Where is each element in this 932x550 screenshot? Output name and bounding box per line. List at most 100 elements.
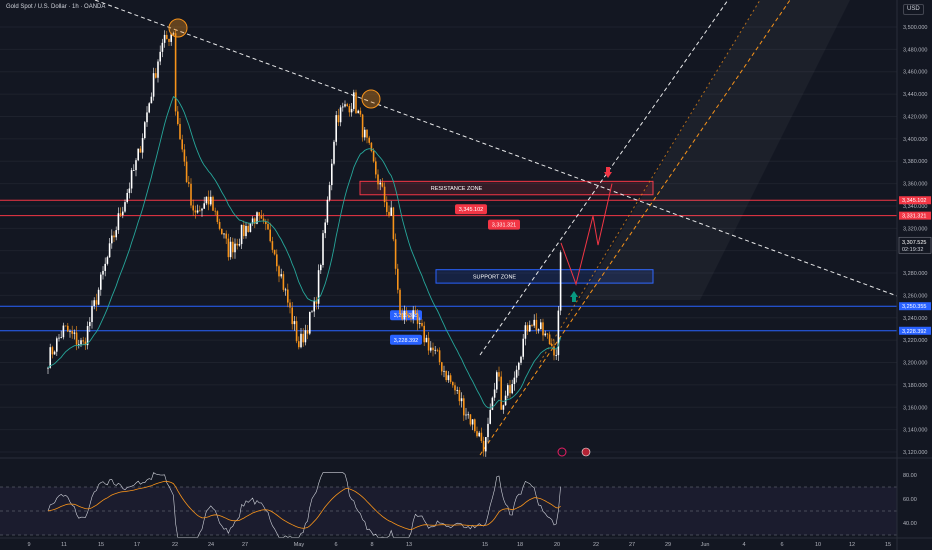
- zones: RESISTANCE ZONE SUPPORT ZONE: [359, 180, 654, 284]
- candle-body: [551, 343, 553, 347]
- candle-body: [410, 317, 412, 319]
- candle-body: [421, 323, 423, 326]
- horizontal-lines: 3,345.102 3,331.321 3,250.355 3,228.392: [0, 199, 897, 345]
- candle-body: [487, 423, 489, 438]
- arrow-down-stem: [606, 167, 610, 172]
- zone-box: [359, 180, 654, 196]
- candle-body: [388, 211, 390, 216]
- y-tick-label: 3,400.000: [903, 137, 927, 143]
- candle-body: [458, 389, 461, 402]
- candle-body: [199, 210, 201, 212]
- candle-body: [119, 213, 122, 216]
- candle-body: [190, 183, 192, 206]
- x-tick-label: 27: [629, 542, 635, 548]
- candle-body: [390, 207, 392, 216]
- candle-body: [548, 334, 551, 344]
- candle-body: [53, 351, 56, 355]
- currency-button[interactable]: USD: [903, 4, 924, 15]
- arrow-up-icon: [570, 291, 578, 297]
- candle-body: [511, 384, 513, 394]
- candle-body: [102, 270, 104, 275]
- candle-body: [383, 186, 386, 203]
- candle-body: [144, 122, 146, 139]
- y-level-tag: [899, 302, 931, 311]
- candle-body: [361, 114, 364, 138]
- y-tick-label: 3,420.000: [903, 114, 927, 120]
- candle-body: [553, 346, 555, 356]
- x-tick-label: 27: [242, 542, 248, 548]
- candle-body: [214, 210, 216, 212]
- candle-body: [170, 34, 172, 42]
- candle-body: [295, 321, 298, 342]
- candle-body: [324, 222, 326, 234]
- trendline: [94, 0, 898, 297]
- candle-body: [403, 311, 406, 320]
- candle-body: [522, 338, 524, 357]
- level-tag-label: 3,228.392: [394, 338, 418, 344]
- y-level-tag: [899, 196, 931, 205]
- candle-body: [438, 350, 441, 363]
- candle-body: [155, 73, 157, 78]
- candle-body: [331, 163, 333, 186]
- y-level-tag: [899, 326, 931, 335]
- candle-body: [432, 347, 434, 351]
- candle-body: [67, 325, 69, 332]
- candle-body: [430, 347, 432, 351]
- candle-body: [251, 218, 254, 224]
- candle-body: [210, 196, 212, 205]
- candle-body: [111, 235, 113, 244]
- candle-body: [485, 437, 487, 452]
- candle-body: [157, 61, 159, 78]
- rsi-ma-line: [47, 480, 561, 531]
- candle-body: [152, 73, 155, 97]
- candle-body: [126, 192, 128, 203]
- candle-body: [265, 221, 267, 225]
- candle-body: [163, 34, 166, 43]
- candle-body: [535, 319, 538, 331]
- y-tick-label: 3,260.000: [903, 293, 927, 299]
- candle-body: [368, 137, 370, 143]
- x-tick-label: 29: [665, 542, 671, 548]
- peak-circle: [361, 89, 381, 109]
- level-tag-label: 3,345.102: [459, 207, 483, 213]
- zone-label: RESISTANCE ZONE: [431, 186, 483, 192]
- y-tick-label: 3,480.000: [903, 47, 927, 53]
- candle-body: [346, 104, 348, 107]
- candle-body: [377, 174, 379, 185]
- candle-body: [58, 337, 60, 339]
- time-axis[interactable]: 9 11 15 17 22 24 27 May 6 8 13 15 18 20 22 27 29 Jun 4 6 10 1…: [0, 537, 932, 548]
- peak-circle: [168, 18, 188, 38]
- candle-body: [557, 310, 560, 356]
- channel-fill: [580, 0, 850, 300]
- candle-body: [225, 233, 227, 239]
- candle-body: [328, 185, 331, 200]
- price-axis[interactable]: 3,500.000 3,480.000 3,460.000 3,440.000 3,42…: [896, 0, 932, 550]
- candle-body: [276, 254, 278, 267]
- rsi-tick-label: 40.00: [903, 521, 917, 527]
- candle-body: [311, 311, 313, 313]
- arrow-up-stem: [572, 297, 576, 302]
- candle-body: [181, 139, 183, 150]
- candle-body: [194, 210, 197, 213]
- candle-body: [412, 310, 414, 319]
- y-tick-label: 3,500.000: [903, 25, 927, 31]
- candle-body: [355, 92, 357, 114]
- candle-body: [529, 325, 531, 332]
- candle-body: [223, 233, 225, 235]
- candle-body: [357, 110, 359, 114]
- candle-body: [542, 322, 544, 336]
- y-tick-label: 3,360.000: [903, 182, 927, 188]
- event-marker-icon: [557, 447, 567, 457]
- candle-body: [201, 208, 203, 211]
- candle-body: [493, 389, 496, 398]
- rsi-band: [0, 487, 897, 535]
- candle-body: [375, 161, 377, 175]
- candle-body: [359, 110, 362, 115]
- candle-body: [372, 151, 375, 162]
- candle-body: [370, 142, 373, 152]
- candle-body: [342, 106, 344, 108]
- x-tick-label: Jun: [701, 542, 710, 548]
- candle-body: [254, 218, 256, 224]
- candle-body: [168, 38, 170, 42]
